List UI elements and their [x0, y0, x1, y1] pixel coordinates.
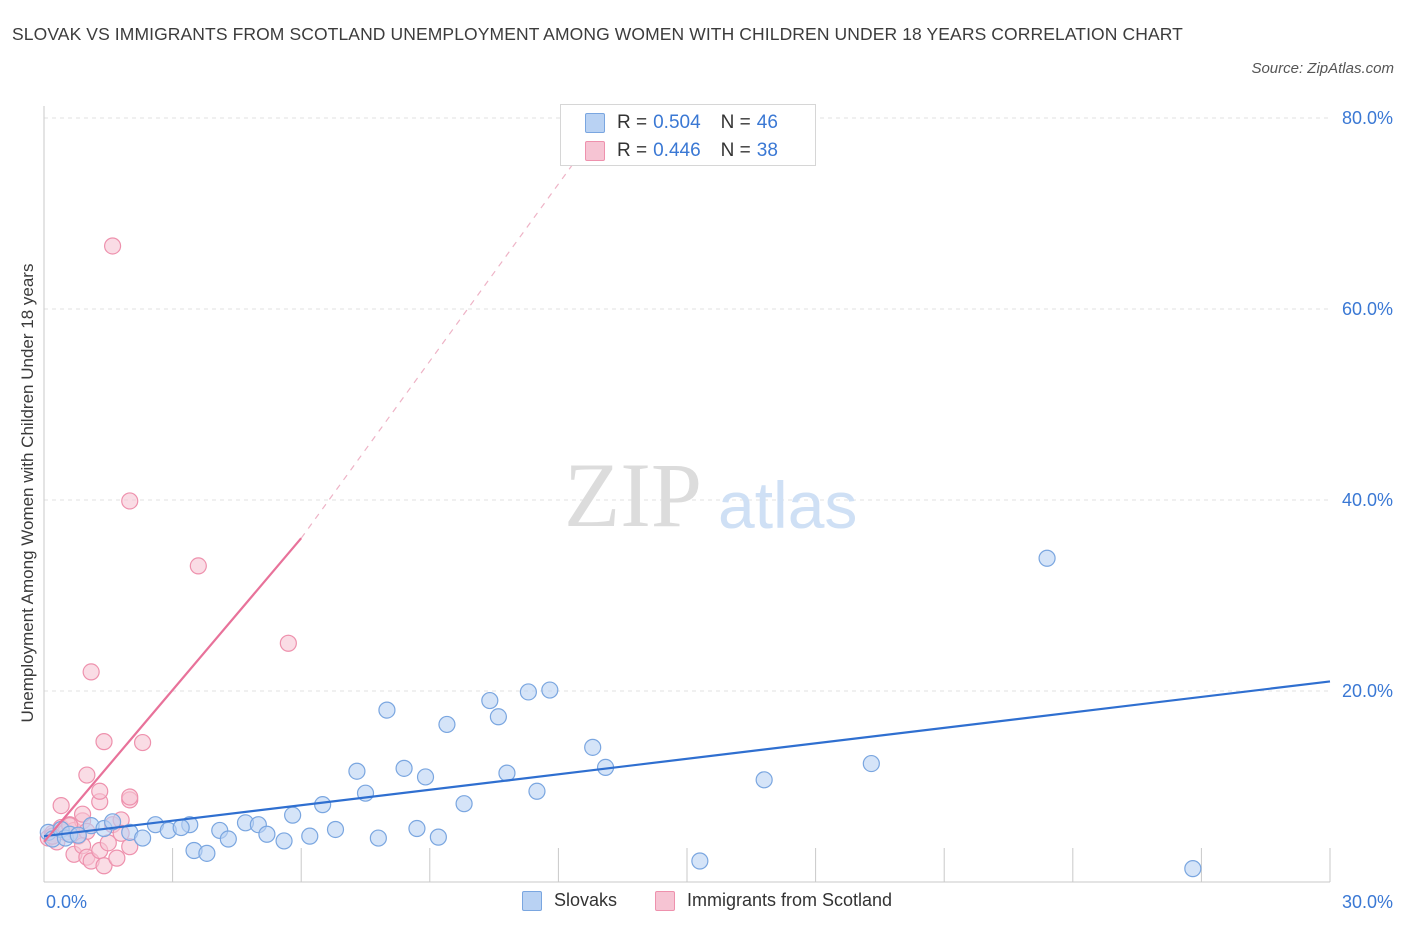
legend-label-slovaks: Slovaks [554, 890, 618, 910]
stat-r-value: 0.446 [653, 140, 701, 161]
stat-n-value: 38 [756, 140, 778, 161]
blue-data-point [133, 829, 152, 847]
legend-swatch-blue [522, 890, 542, 911]
blue-data-point [519, 683, 537, 701]
stat-legend: R = 0.504 N = 46 R = 0.446 N = 38 [560, 104, 816, 166]
blue-data-point [429, 828, 447, 846]
watermark-zip: ZIP [564, 444, 702, 546]
pink-data-point [121, 788, 139, 806]
grid-layer [44, 117, 1330, 692]
pink-data-point [52, 796, 70, 815]
watermark: ZIP atlas [564, 444, 857, 546]
stat-n-value: 46 [756, 112, 778, 133]
chart-title: SLOVAK VS IMMIGRANTS FROM SCOTLAND UNEMP… [12, 24, 1183, 44]
bottom-legend: Slovaks Immigrants from Scotland [0, 886, 1406, 916]
pink-data-point [82, 663, 100, 681]
blue-data-point [755, 771, 773, 789]
blue-data-point [348, 762, 366, 780]
blue-data-point [416, 768, 435, 786]
stat-row-scotland: R = 0.446 N = 38 [585, 140, 778, 162]
blue-data-point [481, 691, 499, 710]
blue-data-point [258, 825, 276, 843]
stat-n-label: N = [720, 140, 751, 161]
legend-label-scotland: Immigrants from Scotland [687, 890, 893, 910]
blue-data-point [198, 844, 216, 862]
legend-swatch-pink [655, 890, 675, 911]
pink-data-point [91, 782, 109, 800]
pink-data-point [189, 557, 207, 575]
pink-trend-line [43, 537, 303, 843]
stat-row-slovaks: R = 0.504 N = 46 [585, 112, 778, 134]
y-tick-label: 80.0% [1342, 108, 1393, 128]
tick-labels: 20.0% 40.0% 60.0% 80.0% 0.0% 30.0% [46, 108, 1393, 912]
stat-n-label: N = [720, 112, 751, 133]
pink-data-point [95, 733, 113, 751]
blue-data-point [489, 708, 507, 726]
y-tick-label: 60.0% [1342, 299, 1393, 319]
blue-data-point [691, 852, 709, 870]
legend-item-slovaks[interactable]: Slovaks [522, 890, 617, 911]
blue-data-point [314, 796, 332, 814]
blue-data-point [326, 820, 345, 839]
blue-data-point [1038, 549, 1056, 567]
blue-data-point [275, 832, 293, 850]
blue-data-point [541, 681, 559, 699]
blue-data-point [408, 819, 426, 838]
blue-series-points [39, 549, 1202, 878]
y-tick-label: 40.0% [1342, 490, 1393, 510]
pink-data-point [133, 733, 152, 752]
pink-data-point [78, 766, 96, 784]
blue-data-point [584, 738, 602, 756]
blue-data-point [103, 813, 122, 831]
blue-data-point [528, 782, 546, 800]
blue-data-point [438, 715, 456, 734]
blue-data-point [395, 759, 413, 777]
blue-data-point [301, 827, 319, 845]
blue-data-point [284, 806, 302, 824]
source-label: Source: ZipAtlas.com [1251, 60, 1394, 77]
pink-data-point [73, 805, 92, 823]
x-tick-label-max: 30.0% [1342, 892, 1393, 912]
pink-series-points [39, 237, 297, 875]
pink-trend-extension [300, 112, 611, 539]
blue-data-point [172, 818, 190, 837]
pink-data-point [279, 634, 297, 652]
blue-data-point [378, 701, 396, 719]
x-tick-label-min: 0.0% [46, 892, 87, 912]
pink-data-point [95, 857, 113, 875]
y-tick-label: 20.0% [1342, 681, 1393, 701]
legend-item-scotland[interactable]: Immigrants from Scotland [655, 890, 892, 911]
watermark-atlas: atlas [718, 468, 857, 542]
pink-data-point [103, 237, 122, 255]
blue-data-point [1184, 860, 1202, 878]
blue-data-point [862, 754, 880, 773]
blue-data-point [369, 829, 387, 847]
stat-swatch-blue [585, 113, 605, 133]
blue-data-point [455, 795, 473, 813]
stat-r-label: R = [617, 140, 648, 161]
stat-swatch-pink [585, 141, 605, 161]
pink-data-point [108, 849, 126, 867]
stat-r-value: 0.504 [653, 112, 701, 133]
stat-r-label: R = [617, 112, 648, 133]
trend-lines [43, 112, 1331, 843]
blue-data-point [219, 830, 237, 848]
blue-trend-line [43, 680, 1331, 838]
axis-layer [43, 106, 1331, 883]
pink-data-point [121, 492, 139, 510]
